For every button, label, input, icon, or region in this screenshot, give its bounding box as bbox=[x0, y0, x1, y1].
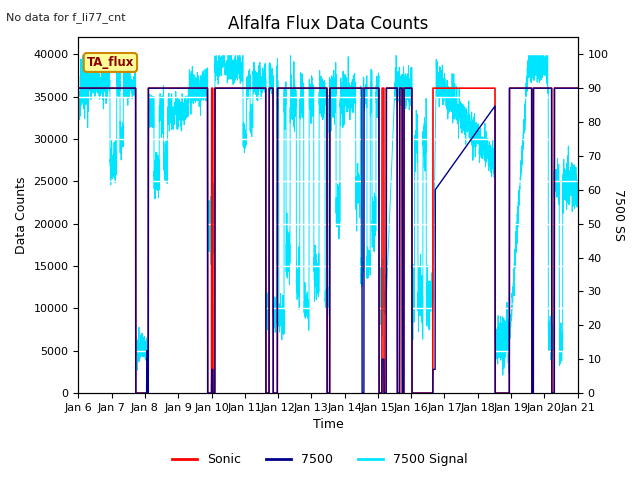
Text: TA_flux: TA_flux bbox=[87, 56, 134, 69]
Text: No data for f_li77_cnt: No data for f_li77_cnt bbox=[6, 12, 126, 23]
Title: Alfalfa Flux Data Counts: Alfalfa Flux Data Counts bbox=[228, 15, 428, 33]
Y-axis label: 7500 SS: 7500 SS bbox=[612, 189, 625, 241]
Y-axis label: Data Counts: Data Counts bbox=[15, 177, 28, 254]
Legend: Sonic, 7500, 7500 Signal: Sonic, 7500, 7500 Signal bbox=[167, 448, 473, 471]
X-axis label: Time: Time bbox=[312, 419, 344, 432]
